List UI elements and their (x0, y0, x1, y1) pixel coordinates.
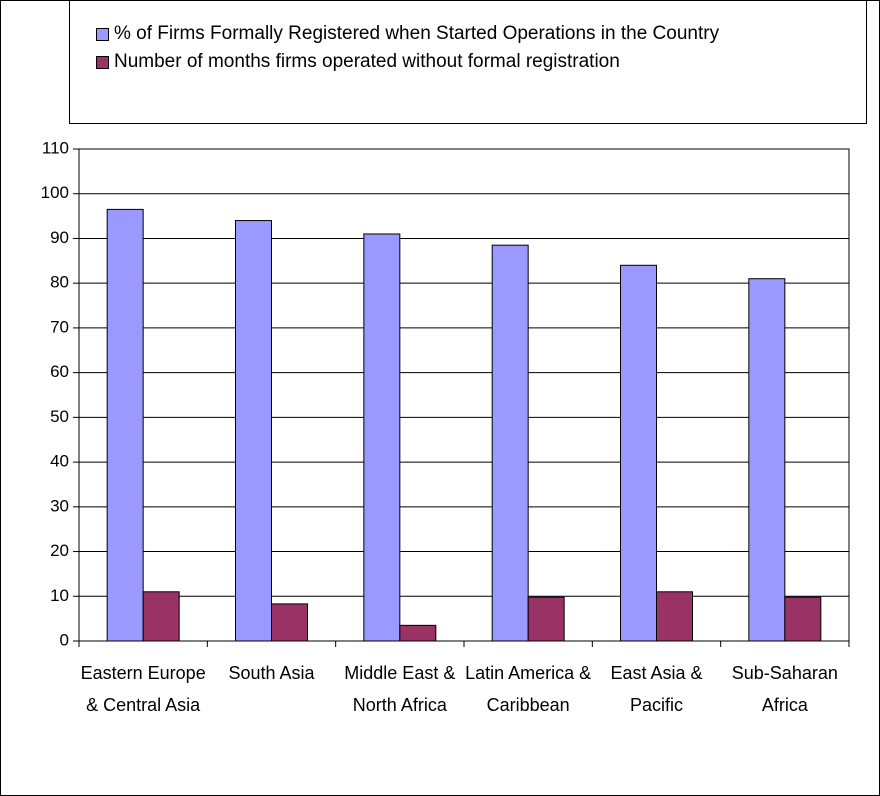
x-tick-label: Latin America & Caribbean (465, 663, 592, 715)
legend-swatch (96, 28, 109, 41)
y-tick-label: 80 (50, 273, 69, 292)
y-tick-label: 100 (41, 183, 69, 202)
legend-item: % of Firms Formally Registered when Star… (70, 23, 866, 45)
x-tick-label: Middle East & North Africa (344, 663, 456, 715)
bar (656, 591, 693, 642)
bar (399, 624, 437, 642)
bar (491, 244, 529, 642)
y-tick-label: 60 (50, 362, 69, 381)
bar (235, 220, 272, 642)
plot-area (78, 148, 850, 642)
y-tick-label: 50 (50, 407, 69, 426)
bar (142, 591, 180, 642)
legend-item: Number of months firms operated without … (70, 51, 866, 73)
bar (106, 208, 144, 642)
y-tick-label: 40 (50, 452, 69, 471)
bar (271, 603, 308, 642)
bar (620, 264, 657, 642)
y-tick-label: 20 (50, 541, 69, 560)
legend-swatch (96, 56, 109, 69)
x-tick-label: Sub-Saharan Africa (731, 663, 838, 715)
bar (748, 278, 786, 642)
bar (784, 596, 822, 642)
x-tick-label: East Asia & Pacific (610, 663, 703, 715)
y-tick-label: 110 (42, 138, 69, 157)
y-tick-label: 30 (50, 496, 69, 515)
y-tick-label: 0 (60, 630, 69, 649)
bar (363, 233, 401, 642)
y-tick-label: 70 (50, 317, 69, 336)
y-tick-label: 90 (50, 228, 69, 247)
x-tick-label: South Asia (228, 663, 315, 683)
legend-label: % of Firms Formally Registered when Star… (114, 23, 720, 44)
legend: % of Firms Formally Registered when Star… (69, 1, 867, 124)
bar (527, 596, 565, 642)
x-tick-label: Eastern Europe & Central Asia (80, 663, 206, 715)
y-tick-label: 10 (50, 586, 69, 605)
legend-label: Number of months firms operated without … (114, 51, 620, 72)
